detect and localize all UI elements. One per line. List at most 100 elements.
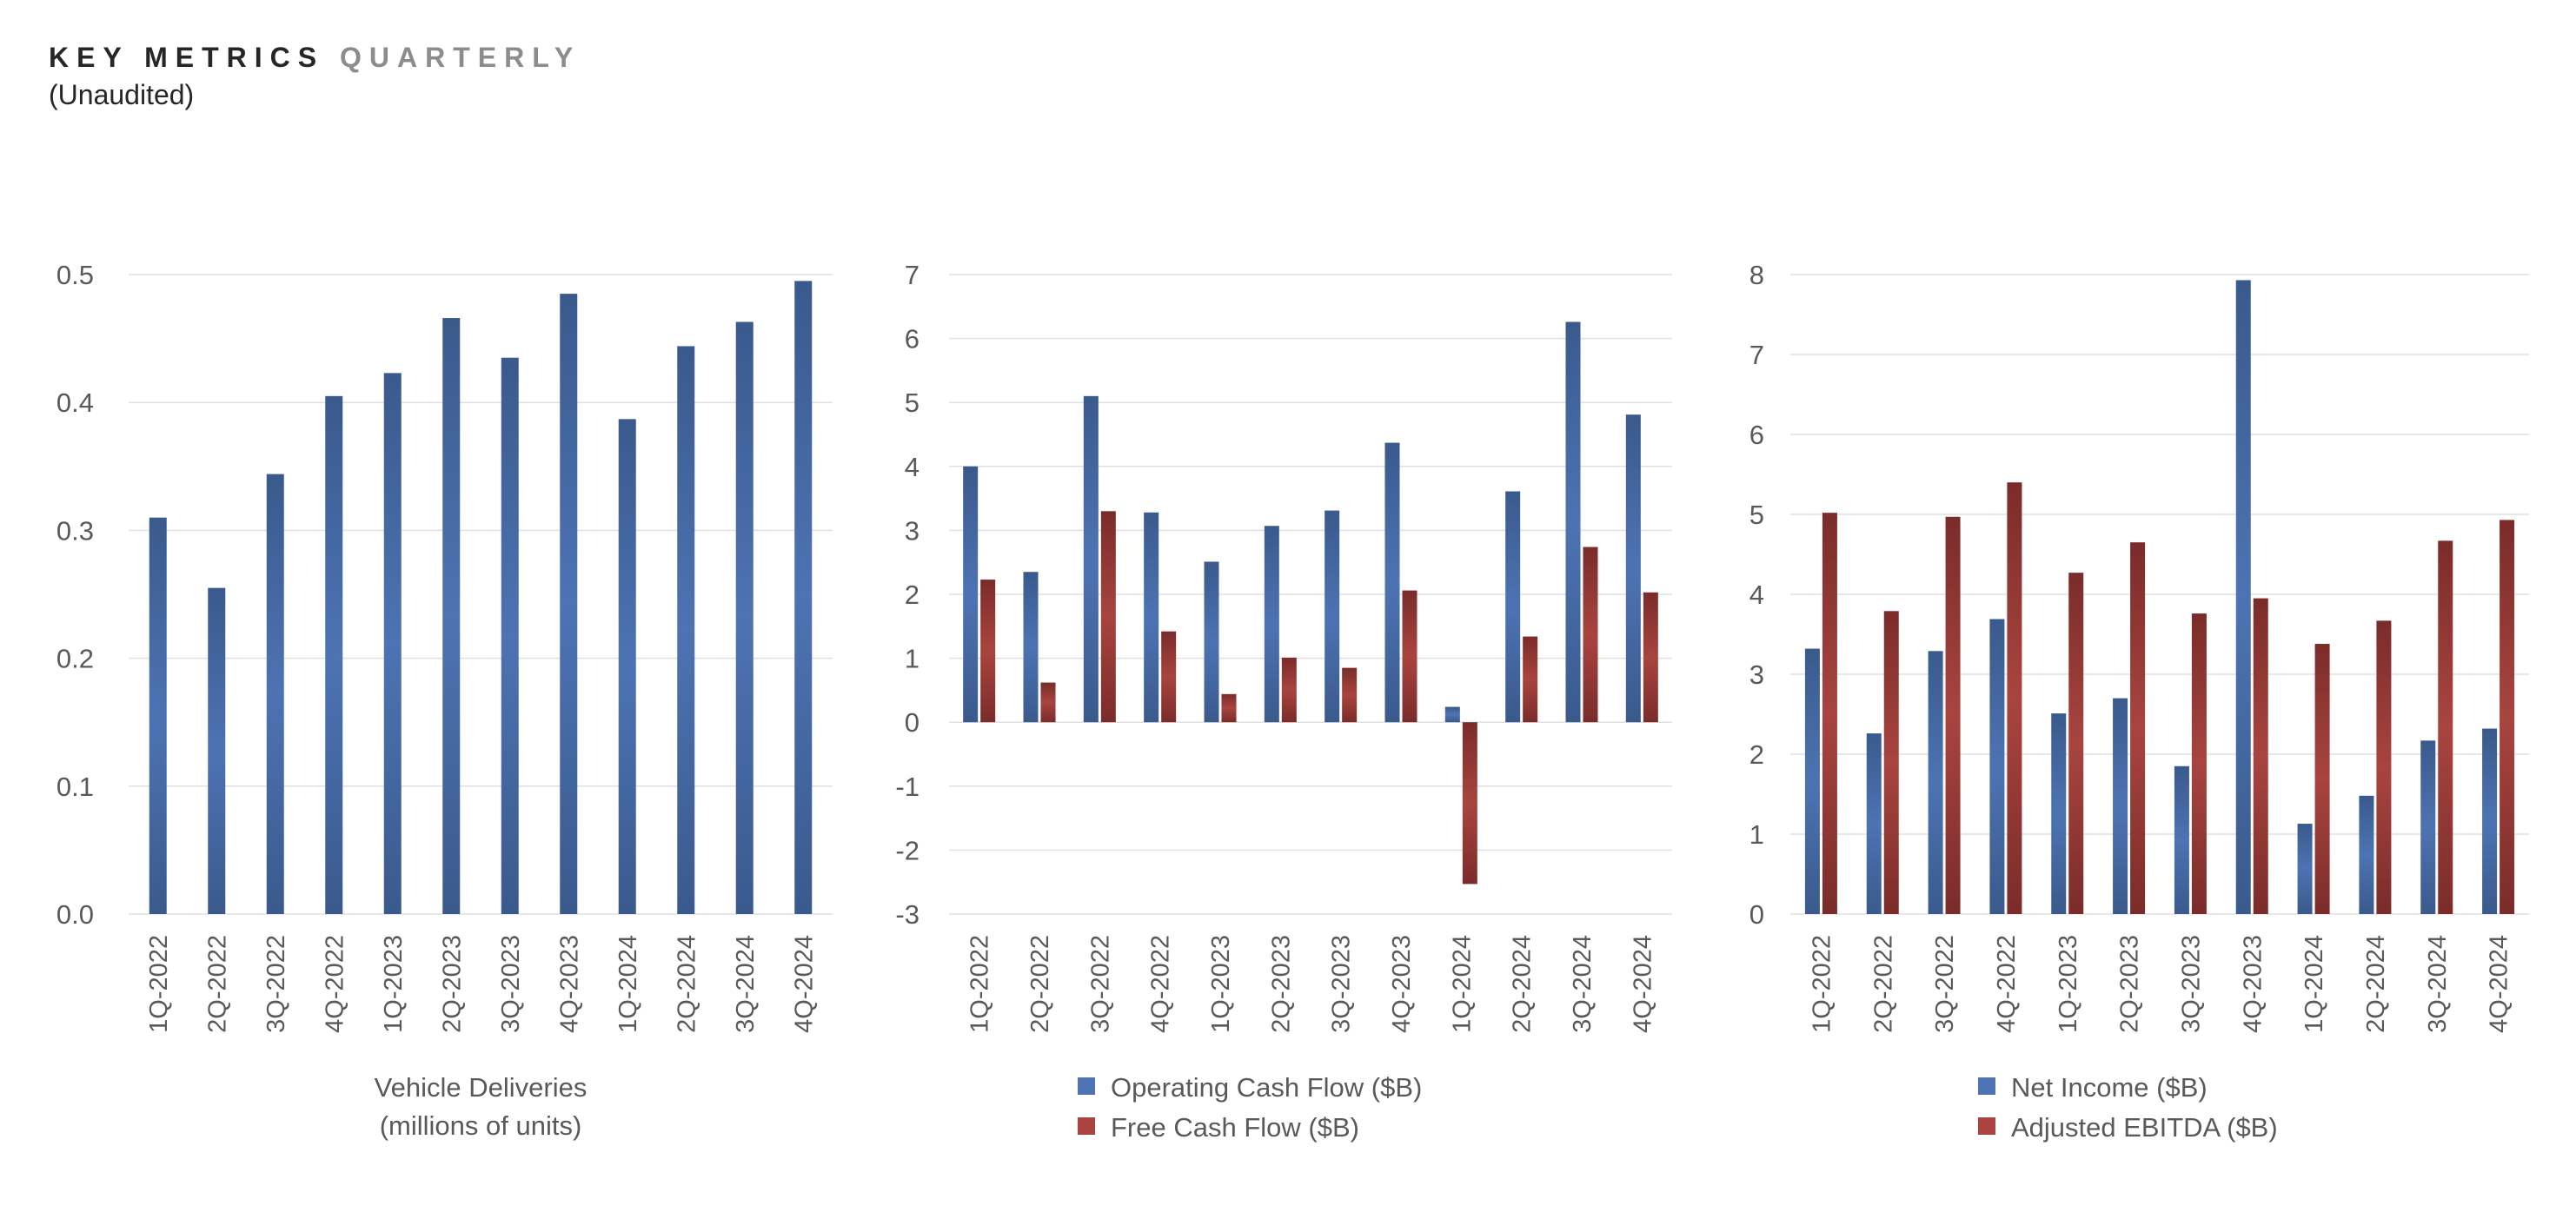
x-tick-label: 4Q-2024	[790, 935, 818, 1033]
bar-series-1	[1625, 414, 1641, 723]
x-tick-label: 3Q-2023	[497, 935, 525, 1033]
bar-series-1	[208, 587, 226, 914]
y-tick-label: 6	[1749, 420, 1764, 450]
bar-series-2	[1643, 592, 1658, 723]
x-tick-label: 2Q-2023	[1267, 935, 1295, 1033]
bar-series-1	[325, 395, 343, 915]
y-tick-label: 4	[905, 452, 920, 482]
page-title: KEY METRICS QUARTERLY	[49, 42, 581, 74]
y-tick-label: 0.3	[56, 515, 94, 546]
bar-series-1	[2420, 740, 2436, 914]
x-tick-label: 1Q-2023	[380, 935, 408, 1033]
bar-series-2	[1583, 547, 1598, 723]
y-tick-label: 0.2	[56, 644, 94, 674]
bar-series-1	[1505, 491, 1521, 723]
bar-series-2	[2068, 573, 2084, 914]
bar-series-1	[560, 294, 578, 915]
x-tick-label: 1Q-2022	[145, 935, 173, 1033]
y-tick-label: 2	[905, 580, 920, 610]
x-tick-label: 3Q-2023	[2177, 935, 2205, 1033]
bar-series-1	[2359, 795, 2374, 914]
legend-label: Adjusted EBITDA ($B)	[2011, 1112, 2278, 1143]
legend-swatch	[1978, 1117, 1995, 1135]
y-tick-label: 0.4	[56, 388, 94, 418]
x-tick-label: 2Q-2023	[2116, 935, 2144, 1033]
bar-series-2	[2438, 540, 2453, 914]
bar-series-1	[1384, 442, 1400, 723]
bar-series-1	[677, 346, 695, 914]
y-tick-label: 6	[905, 324, 920, 355]
bar-series-2	[1100, 511, 1116, 723]
y-tick-label: 1	[1749, 819, 1764, 850]
x-tick-label: 2Q-2022	[1026, 935, 1054, 1033]
bar-series-1	[618, 419, 636, 914]
bar-series-2	[1883, 611, 1899, 914]
y-tick-label: 2	[1749, 739, 1764, 770]
bar-series-1	[735, 321, 754, 914]
x-tick-label: 3Q-2024	[2424, 935, 2452, 1033]
bar-series-2	[980, 580, 996, 723]
x-tick-label: 2Q-2022	[203, 935, 231, 1033]
bar-series-1	[794, 281, 813, 914]
y-tick-label: 7	[1749, 340, 1764, 370]
bar-series-1	[1325, 510, 1340, 723]
y-tick-label: 0.1	[56, 772, 94, 802]
legend-swatch	[1078, 1117, 1095, 1135]
x-tick-label: 4Q-2022	[1993, 935, 2021, 1033]
x-tick-label: 4Q-2023	[1388, 935, 1416, 1033]
y-tick-label: 5	[905, 388, 920, 418]
bar-series-2	[2191, 613, 2207, 914]
x-tick-label: 3Q-2022	[262, 935, 290, 1033]
bar-series-2	[1462, 722, 1477, 885]
x-tick-label: 1Q-2023	[1207, 935, 1235, 1033]
bar-series-2	[2500, 520, 2515, 914]
legend-swatch	[1078, 1077, 1095, 1095]
cash-flow-chart: -3 -2 -1 0 1 2 3 4 5 6 7 1Q-2022 2Q-2022 3Q-2022 4Q-20…	[895, 260, 1672, 1143]
x-tick-label: 1Q-2024	[2300, 935, 2328, 1033]
y-tick-label: 3	[905, 515, 920, 546]
x-tick-label: 1Q-2024	[614, 935, 642, 1033]
bar-series-1	[383, 373, 402, 914]
bar-series-1	[1804, 648, 1820, 914]
title-accent: QUARTERLY	[340, 42, 581, 73]
legend-swatch	[1978, 1077, 1995, 1095]
bar-series-1	[1144, 512, 1159, 723]
legend-label: Net Income ($B)	[2011, 1072, 2208, 1103]
x-axis-label: Vehicle Deliveries	[375, 1072, 588, 1103]
bar-series-2	[2376, 620, 2392, 914]
legend-label: Operating Cash Flow ($B)	[1111, 1072, 1422, 1103]
y-tick-label: 1	[905, 644, 920, 674]
bar-series-1	[2051, 713, 2067, 914]
x-tick-label: 1Q-2022	[966, 935, 994, 1033]
bar-series-2	[1161, 631, 1177, 723]
x-tick-label: 4Q-2022	[321, 935, 349, 1033]
y-tick-label: 0.0	[56, 899, 94, 930]
y-tick-label: 4	[1749, 580, 1764, 610]
x-tick-label: 3Q-2024	[1569, 935, 1597, 1033]
bar-series-1	[1866, 733, 1882, 914]
bar-series-1	[442, 318, 461, 915]
legend-label: Free Cash Flow ($B)	[1111, 1112, 1359, 1143]
x-tick-label: 3Q-2022	[1931, 935, 1959, 1033]
bar-series-2	[2130, 542, 2146, 914]
y-tick-label: 0.5	[56, 260, 94, 290]
x-tick-label: 1Q-2023	[2055, 935, 2082, 1033]
y-tick-label: 5	[1749, 500, 1764, 530]
y-tick-label: -3	[895, 899, 920, 930]
y-tick-label: 0	[1749, 899, 1764, 930]
x-tick-label: 4Q-2022	[1147, 935, 1175, 1033]
x-tick-label: 4Q-2023	[555, 935, 583, 1033]
x-tick-label: 2Q-2024	[2362, 935, 2390, 1033]
bar-series-2	[1945, 516, 1961, 914]
x-tick-label: 1Q-2024	[1448, 935, 1476, 1033]
bar-series-1	[1989, 619, 2005, 914]
bar-series-2	[2314, 644, 2330, 914]
x-tick-label: 2Q-2024	[673, 935, 700, 1033]
bar-series-1	[149, 517, 167, 914]
y-tick-label: 0	[905, 707, 920, 738]
bar-series-1	[1204, 561, 1219, 723]
bar-series-2	[1822, 513, 1837, 914]
bar-series-1	[501, 357, 519, 914]
income-ebitda-chart: 0 1 2 3 4 5 6 7 8 1Q-2022 2Q-2022 3Q-2022 4Q-2022 1Q-…	[1749, 260, 2529, 1143]
